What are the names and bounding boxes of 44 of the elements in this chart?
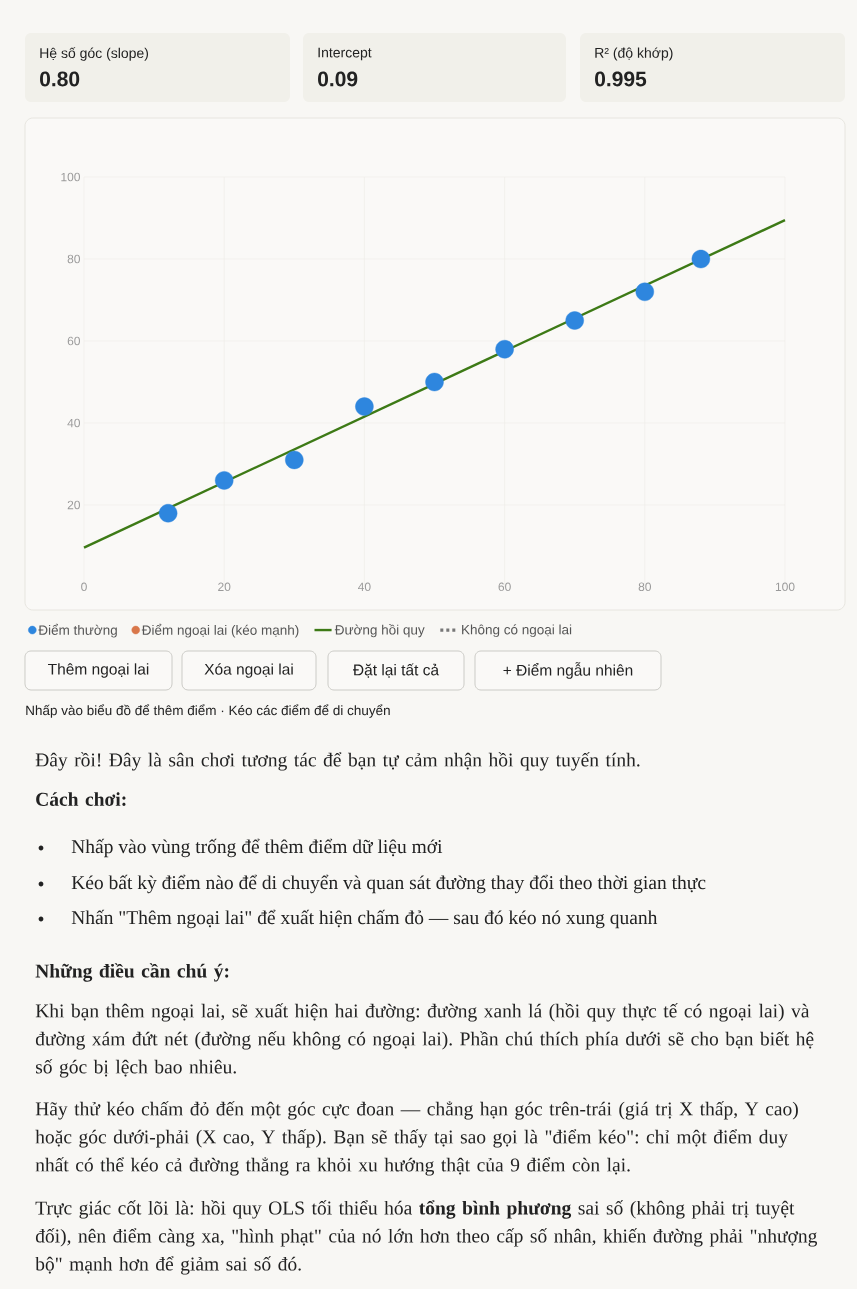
x-tick-label: 100 (775, 582, 795, 592)
text: Khi bạn thêm ngoại lai, sẽ xuất hiện hai đường: đường xanh lá (hồi quy thực tế có ngoại lai) và đường xám đứt nét (đường nếu không có ngoại lai). Phần chú thích phía dưới sẽ cho bạn biết hệ số góc bị lệch bao nhiêu. (35, 1003, 814, 1078)
y-tick-label: 20 (67, 500, 80, 510)
x-tick-label: 60 (498, 582, 511, 592)
legend-label: Điểm thường (38, 623, 117, 638)
text: Đặt lại tất cả (353, 663, 440, 678)
y-tick-label: 80 (67, 254, 80, 264)
x-tick-label: 20 (218, 582, 231, 592)
y-tick-label: 40 (67, 418, 80, 428)
y-tick-label: 60 (67, 336, 80, 346)
legend-label: Đường hồi quy (334, 624, 425, 638)
text: Nhấp vào vùng trống để thêm điểm dữ liệu mới (71, 838, 443, 858)
point (565, 311, 584, 330)
text: Nhấp vào biểu đồ để thêm điểm · Kéo các điểm để di chuyển (26, 704, 390, 718)
text: Hệ số góc (slope) (40, 47, 149, 61)
x-tick-label: 80 (638, 582, 652, 592)
point (635, 282, 654, 301)
point (285, 450, 304, 470)
text: Đây rồi! Đây là sân chơi tương tác để bạn tự cảm nhận hồi quy tuyến tính. (35, 752, 640, 771)
y-tick-label: 100 (61, 172, 80, 182)
point (158, 504, 178, 523)
point (425, 372, 444, 392)
point (355, 397, 374, 416)
point (215, 471, 234, 490)
text: 0.09 (318, 71, 358, 87)
x-tick-label: 0 (81, 582, 87, 592)
point (495, 340, 514, 359)
text: 0.995 (595, 71, 647, 87)
text: Những điều cần chú ý: (35, 963, 229, 982)
text: Hãy thử kéo chấm đỏ đến một góc cực đoan — chẳng hạn góc trên-trái (giá trị X thấp, Y cao) hoặc góc dưới-phải (X cao, Y thấp). Bạn sẽ thấy tại sao gọi là "điểm kéo": chỉ một điểm duy nhất có thể kéo cả đường thẳng ra khỏi xu hướng thật của 9 điểm còn lại. (35, 1101, 798, 1176)
text: Trực giác cốt lõi là: hồi quy OLS tối thiểu hóa tổng bình phương sai số (không phải trị tuyệt đối), nên điểm càng xa, "hình phạt" của nó lớn hơn theo cấp số nhân, khiến đường phải "nhượng bộ" mạnh hơn để giảm sai số đó. (35, 1200, 818, 1275)
text: Xóa ngoại lai (204, 663, 293, 678)
text: 0.80 (40, 71, 80, 87)
text: + Điểm ngẫu nhiên (503, 662, 633, 679)
point (691, 249, 711, 269)
text: R² (độ khớp) (595, 47, 673, 61)
text: Kéo bất kỳ điểm nào để di chuyển và quan sát đường thay đổi theo thời gian thực (71, 874, 706, 894)
text: Nhấn "Thêm ngoại lai" để xuất hiện chấm đỏ — sau đó kéo nó xung quanh (71, 909, 658, 929)
text: Cách chơi: (36, 792, 126, 807)
legend-label: Điểm ngoại lai (kéo mạnh) (141, 623, 299, 638)
text: Thêm ngoại lai (48, 663, 149, 678)
text: Intercept (318, 47, 372, 61)
legend-label: Không có ngoại lai (462, 624, 572, 638)
x-tick-label: 40 (358, 582, 371, 592)
